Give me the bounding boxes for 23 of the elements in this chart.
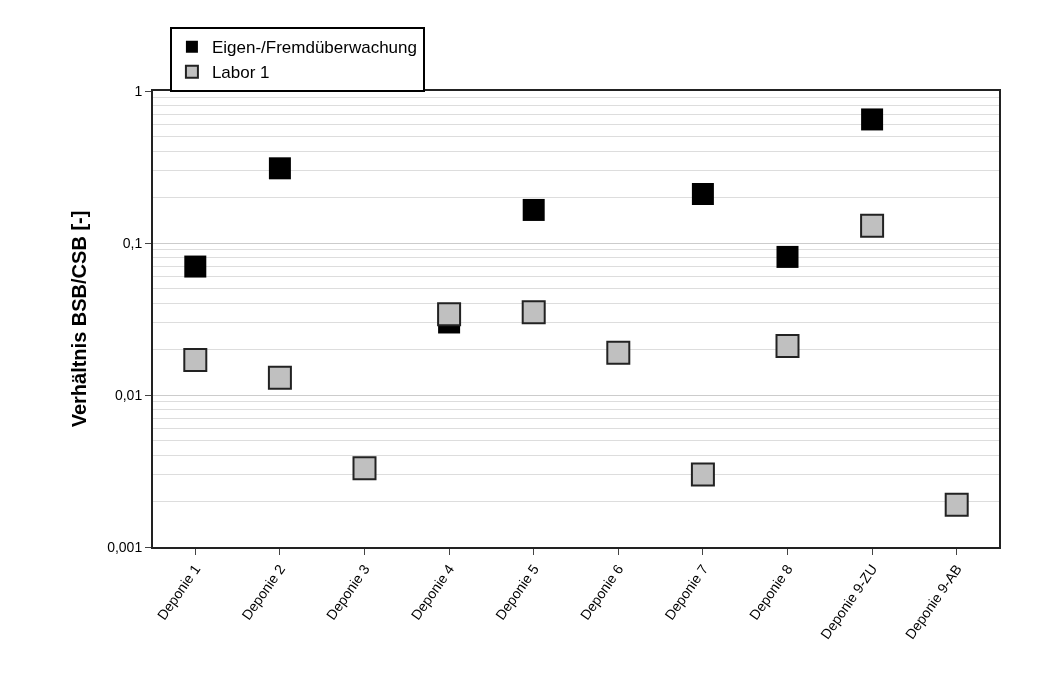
point	[268, 157, 291, 180]
y-tick-label: 0,001	[107, 538, 143, 555]
y-tick-label: 0,1	[122, 234, 143, 251]
y-tick-label: 0,01	[114, 386, 143, 403]
point	[861, 108, 884, 131]
point	[606, 340, 631, 365]
legend-label: Labor 1	[211, 63, 270, 83]
point	[183, 347, 208, 372]
point	[776, 245, 799, 268]
point	[184, 255, 207, 278]
legend-label: Eigen-/Fremdüberwachung	[211, 38, 417, 58]
point	[352, 456, 377, 481]
point	[437, 302, 462, 327]
point	[860, 213, 885, 238]
point	[691, 183, 714, 206]
point	[521, 300, 546, 325]
point	[522, 198, 545, 221]
point	[690, 462, 715, 487]
y-tick-label: 1	[134, 82, 143, 99]
point	[944, 492, 969, 517]
y-axis-title: Verhältnis BSB/CSB [-]	[68, 210, 91, 428]
point	[775, 334, 800, 359]
point	[267, 365, 292, 390]
